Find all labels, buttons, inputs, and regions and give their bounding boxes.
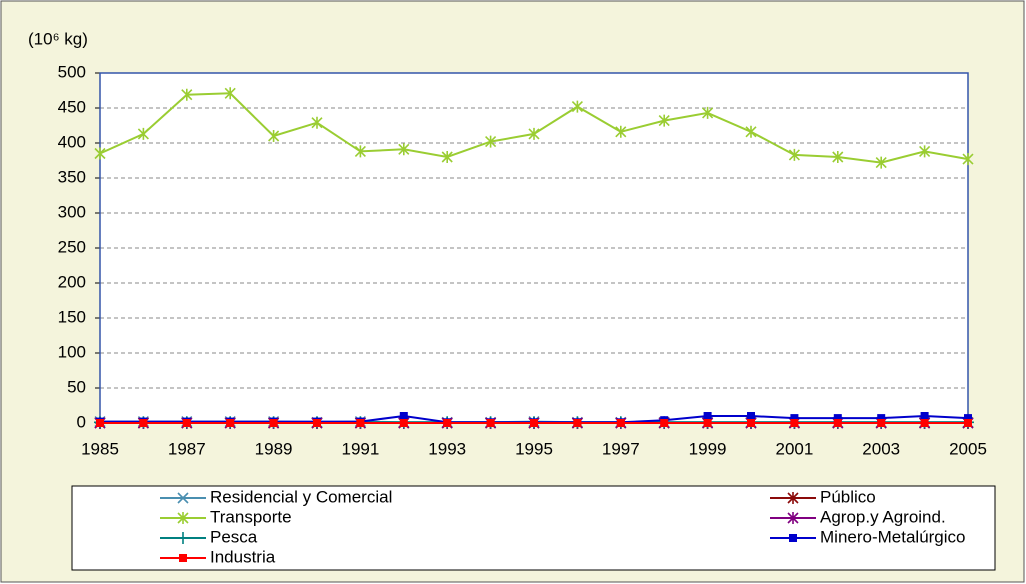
data-point: [530, 419, 538, 427]
y-tick-label: 300: [58, 202, 86, 221]
legend-marker: [789, 534, 797, 542]
legend-marker: [179, 554, 187, 562]
x-tick-label: 1997: [602, 439, 640, 458]
data-point: [399, 412, 408, 420]
data-point: [919, 145, 931, 158]
data-point: [182, 419, 191, 427]
data-point: [269, 419, 278, 427]
legend-label: Minero-Metalúrgico: [820, 527, 966, 546]
x-tick-label: 1999: [689, 439, 727, 458]
data-point: [226, 419, 235, 427]
data-point: [443, 419, 452, 427]
legend-label: Público: [820, 487, 876, 506]
legend-marker: [177, 532, 189, 544]
data-point: [920, 419, 929, 427]
data-point: [703, 412, 712, 420]
data-point: [747, 412, 755, 420]
y-tick-label: 350: [58, 167, 86, 186]
x-tick-label: 2001: [775, 439, 813, 458]
y-tick-label: 200: [58, 272, 86, 291]
legend-marker: [177, 512, 189, 524]
data-point: [790, 414, 799, 423]
data-point: [877, 414, 886, 423]
y-tick-label: 0: [77, 412, 86, 431]
x-tick-label: 2003: [862, 439, 900, 458]
data-point: [964, 414, 972, 423]
y-tick-label: 100: [58, 342, 86, 361]
data-point: [486, 419, 495, 427]
data-point: [268, 130, 280, 142]
data-point: [702, 106, 714, 119]
data-point: [354, 145, 366, 158]
data-point: [833, 419, 842, 427]
x-tick-label: 1995: [515, 439, 553, 458]
data-point: [398, 143, 410, 156]
y-tick-label: 150: [58, 307, 86, 326]
legend-marker: [787, 492, 799, 504]
legend-label: Agrop.y Agroind.: [820, 507, 946, 526]
data-point: [313, 419, 321, 427]
data-point: [920, 412, 929, 420]
data-point: [875, 156, 887, 169]
legend-label: Transporte: [210, 507, 292, 526]
data-point: [833, 414, 842, 423]
x-tick-label: 1991: [341, 439, 379, 458]
y-tick-label: 400: [58, 132, 86, 151]
x-tick-label: 1987: [168, 439, 206, 458]
y-tick-label: 250: [58, 237, 86, 256]
data-point: [311, 116, 323, 129]
legend-label: Pesca: [210, 527, 258, 546]
legend-marker: [177, 492, 189, 504]
y-axis-label: (10⁶ kg): [28, 29, 88, 48]
legend-label: Industria: [210, 547, 276, 566]
data-point: [356, 419, 365, 427]
data-point: [571, 100, 583, 113]
data-point: [745, 125, 757, 138]
data-point: [399, 419, 408, 427]
data-point: [964, 419, 972, 427]
y-tick-label: 500: [58, 62, 86, 81]
data-point: [181, 88, 193, 101]
x-tick-label: 2005: [949, 439, 987, 458]
data-point: [96, 419, 104, 427]
data-point: [528, 127, 540, 140]
x-tick-label: 1989: [255, 439, 293, 458]
data-point: [747, 419, 755, 427]
data-point: [615, 125, 627, 138]
data-point: [788, 148, 800, 161]
legend: [71, 485, 996, 571]
data-point: [962, 153, 974, 166]
data-point: [485, 135, 497, 148]
x-tick-label: 1985: [81, 439, 119, 458]
legend-label: Residencial y Comercial: [210, 487, 392, 506]
data-point: [877, 419, 886, 427]
legend-marker: [787, 512, 799, 524]
data-point: [616, 419, 625, 427]
y-tick-label: 50: [67, 377, 86, 396]
data-point: [573, 419, 582, 427]
data-point: [790, 419, 799, 427]
x-tick-label: 1993: [428, 439, 466, 458]
data-point: [224, 87, 236, 100]
data-point: [441, 151, 453, 163]
y-tick-label: 450: [58, 97, 86, 116]
data-point: [703, 419, 712, 427]
data-point: [832, 151, 844, 163]
data-point: [660, 419, 669, 427]
data-point: [137, 127, 149, 140]
data-point: [658, 114, 670, 127]
data-point: [94, 147, 106, 160]
data-point: [139, 419, 148, 427]
